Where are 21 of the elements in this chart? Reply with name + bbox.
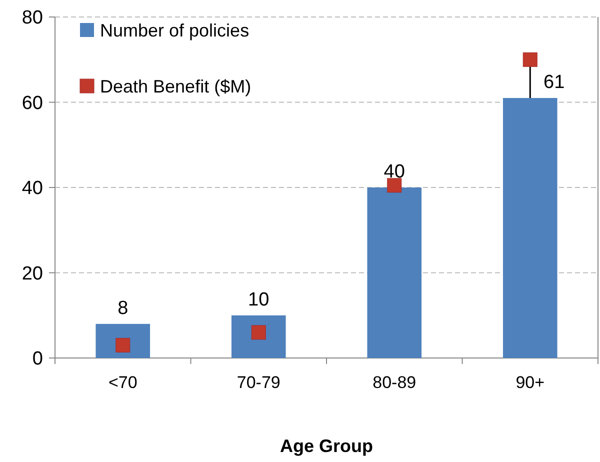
legend-label: Number of policies xyxy=(100,20,250,40)
data-label: 10 xyxy=(248,289,270,310)
bar xyxy=(502,98,558,358)
point xyxy=(387,178,402,193)
legend-label: Death Benefit ($M) xyxy=(100,76,252,96)
y-tick-label: 60 xyxy=(22,92,43,114)
data-label: 40 xyxy=(384,162,405,182)
y-tick-label: 40 xyxy=(22,178,43,200)
x-tick-label: 70-79 xyxy=(236,373,280,392)
y-tick-label: 20 xyxy=(22,263,43,284)
x-tick-label: 90+ xyxy=(516,373,545,392)
point xyxy=(522,52,538,67)
y-tick-label: 0 xyxy=(32,348,43,370)
y-tick-label: 80 xyxy=(22,8,43,29)
data-label: 61 xyxy=(544,72,565,93)
x-tick-label: <70 xyxy=(108,373,138,392)
bar xyxy=(231,315,286,358)
x-tick-label: 80-89 xyxy=(372,373,416,392)
x-axis-title: Age Group xyxy=(280,436,373,456)
data-label: 8 xyxy=(118,298,128,319)
bar xyxy=(367,188,422,358)
